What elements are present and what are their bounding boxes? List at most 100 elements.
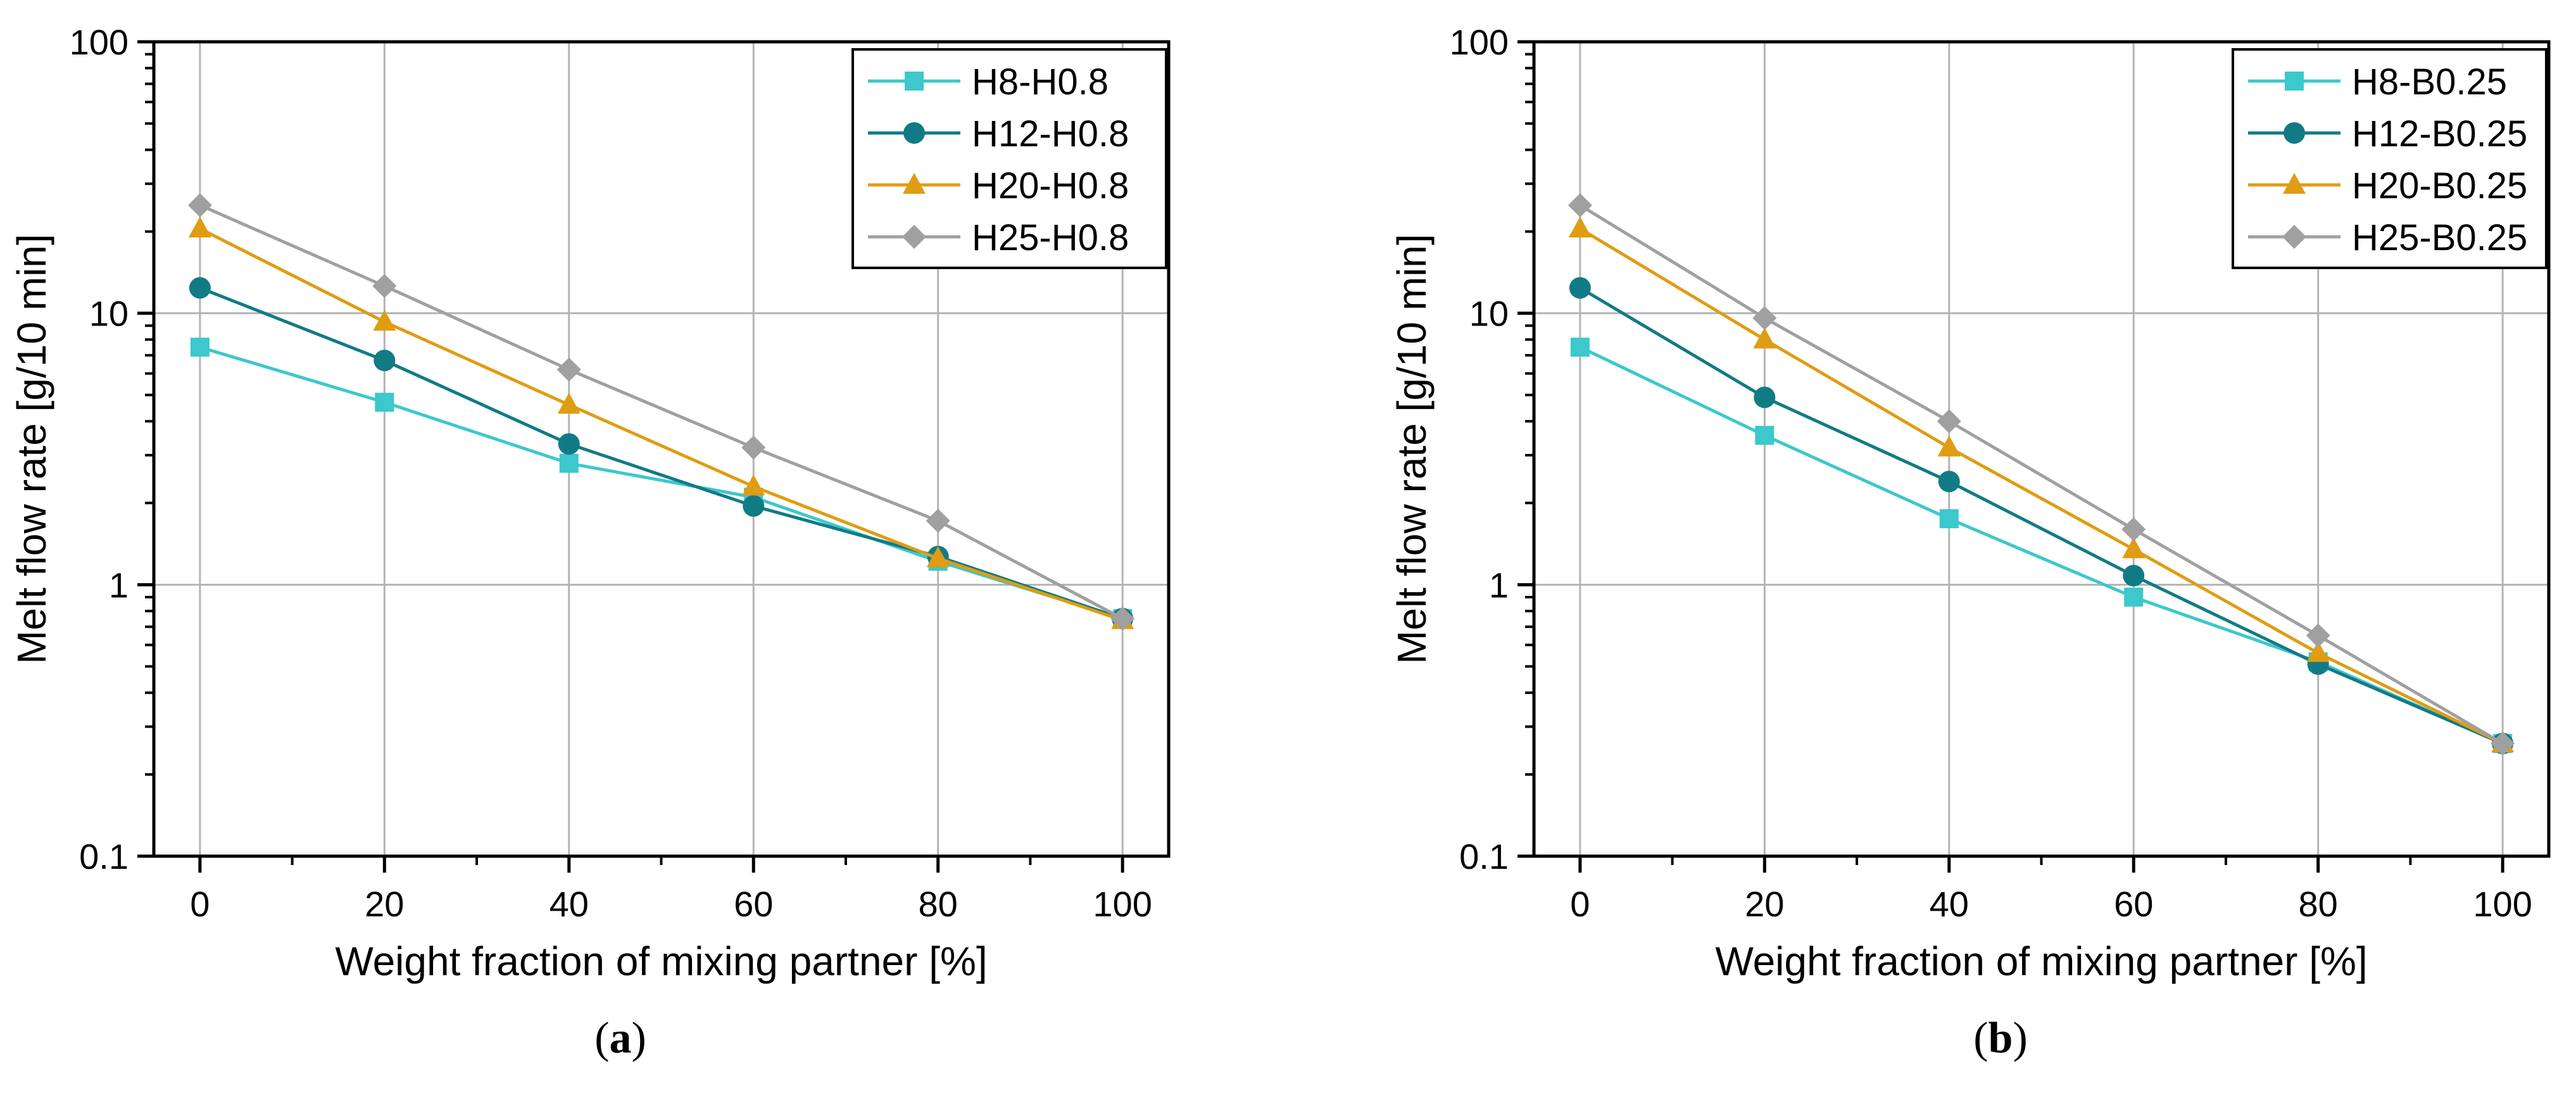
y-tick-label: 10 (89, 294, 129, 334)
data-point (741, 435, 766, 460)
x-tick-label: 40 (550, 884, 589, 924)
legend-marker (2285, 72, 2304, 91)
y-tick-label: 100 (70, 22, 129, 62)
data-point (1752, 306, 1777, 331)
data-point (559, 453, 579, 473)
data-point (187, 193, 212, 218)
data-point (1753, 327, 1776, 349)
legend-item: H20-B0.25 (2248, 165, 2527, 206)
x-tick-label: 40 (1930, 884, 1969, 924)
data-point (743, 495, 765, 517)
data-point (1568, 217, 1592, 238)
data-point (2123, 565, 2145, 587)
data-point (188, 217, 211, 238)
x-tick-label: 100 (2473, 884, 2532, 924)
legend-item: H12-H0.8 (868, 113, 1129, 155)
plot-frame (1532, 40, 2551, 858)
data-point (2121, 517, 2146, 541)
data-point (2306, 641, 2330, 662)
legend-item: H25-H0.8 (868, 217, 1129, 258)
series-h20-b0-25 (1568, 217, 2515, 753)
legend-marker (2283, 173, 2306, 194)
data-point (1110, 606, 1135, 631)
series-h20-h0-8 (188, 217, 1134, 629)
data-point (2491, 731, 2515, 756)
chart-panel-a: 0.1 1 10 100 0 20 40 60 80 100 Weight fraction of … (9, 22, 1171, 984)
series-line (199, 203, 1124, 621)
data-point (375, 393, 394, 412)
series-line (199, 345, 1123, 621)
plot-frame (152, 40, 1171, 858)
legend-item: H20-H0.8 (868, 165, 1129, 206)
data-point (1570, 338, 1590, 357)
y-tick-label: 1 (109, 565, 129, 605)
data-point (2122, 537, 2146, 559)
data-point (1939, 509, 1959, 529)
data-point (373, 310, 396, 331)
data-point (2306, 623, 2330, 648)
y-tick-label: 100 (1450, 22, 1509, 62)
legend-marker (2284, 122, 2305, 144)
x-tick-label: 0 (190, 884, 210, 924)
data-point (926, 546, 950, 567)
legend-label: H8-B0.25 (2352, 61, 2507, 103)
series-h8-b0-25 (1570, 338, 2513, 754)
data-point (1754, 386, 1776, 408)
legend-marker (902, 225, 926, 249)
x-tick-label: 20 (365, 884, 404, 924)
legend-label: H20-B0.25 (2352, 165, 2527, 206)
data-point (1569, 277, 1591, 299)
data-point (557, 393, 581, 414)
series-line (199, 227, 1123, 622)
caption-b: (b) (1973, 1014, 2028, 1063)
data-point (556, 357, 581, 382)
legend-marker (905, 72, 924, 91)
data-point (372, 274, 397, 298)
series-h25-b0-25 (1568, 193, 2515, 756)
y-tick-label: 0.1 (1459, 837, 1509, 876)
data-point (189, 277, 211, 299)
x-tick-label: 60 (734, 884, 773, 924)
data-point (1937, 409, 1961, 434)
data-point (926, 509, 950, 533)
x-axis-label: Weight fraction of mixing partner [%] (1715, 938, 2367, 984)
series-line (199, 286, 1123, 621)
legend-label: H25-B0.25 (2352, 217, 2527, 258)
x-axis-label: Weight fraction of mixing partner [%] (335, 938, 987, 984)
legend-marker (2282, 225, 2306, 249)
chart-panel-b: 0.1 1 10 100 0 20 40 60 80 100 Weight fraction of … (1389, 22, 2551, 984)
y-axis-label: Melt flow rate [g/10 min] (1389, 234, 1435, 664)
caption-a: (a) (594, 1014, 646, 1063)
legend-label: H12-B0.25 (2352, 113, 2527, 155)
x-tick-label: 80 (919, 884, 958, 924)
y-tick-label: 1 (1489, 565, 1509, 605)
y-tick-label: 0.1 (79, 837, 129, 876)
series-line (1579, 345, 2504, 745)
data-point (558, 433, 580, 455)
y-axis-label: Melt flow rate [g/10 min] (9, 234, 54, 664)
y-tick-label: 10 (1469, 294, 1509, 334)
data-point (742, 474, 765, 496)
data-point (2124, 587, 2144, 607)
legend-item: H25-B0.25 (2248, 217, 2527, 258)
legend-item: H8-B0.25 (2248, 61, 2507, 103)
series-line (1579, 203, 2504, 745)
data-point (1938, 471, 1960, 493)
data-point (374, 350, 396, 372)
legend-label: H8-H0.8 (972, 61, 1109, 103)
data-point (1568, 193, 1592, 218)
series-h25-h0-8 (187, 193, 1135, 631)
series-line (1579, 286, 2504, 745)
data-point (1937, 435, 1961, 457)
legend: H8-H0.8 H12-H0.8 H20-H0.8 H25-H0.8 (851, 48, 1167, 269)
data-point (190, 338, 210, 357)
legend-label: H12-H0.8 (972, 113, 1129, 155)
legend-marker (903, 173, 926, 194)
x-tick-label: 0 (1570, 884, 1590, 924)
legend-marker (903, 122, 925, 144)
x-tick-label: 60 (2114, 884, 2153, 924)
legend-item: H8-H0.8 (868, 61, 1109, 103)
x-tick-label: 100 (1093, 884, 1152, 924)
series-h12-b0-25 (1569, 277, 2514, 755)
